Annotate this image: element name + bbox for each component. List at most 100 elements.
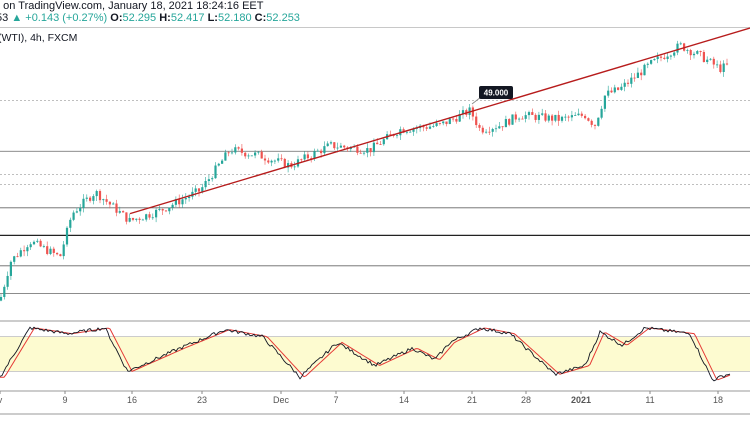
candle (719, 60, 722, 74)
candle (676, 40, 679, 56)
candle (386, 131, 389, 140)
candle (145, 213, 148, 222)
candle (445, 121, 448, 127)
candle (339, 142, 342, 148)
candle (395, 133, 399, 139)
candle (211, 176, 214, 182)
candle (574, 112, 577, 116)
candle (607, 85, 610, 98)
candle (323, 141, 326, 156)
low-label: L: (207, 12, 218, 24)
x-tick-label: 28 (521, 395, 531, 405)
candle (547, 113, 550, 123)
candle (584, 114, 587, 120)
candle (191, 187, 194, 200)
candle (115, 199, 118, 217)
candle (92, 194, 95, 205)
candle (296, 155, 300, 168)
candle (46, 241, 49, 256)
candle (16, 252, 19, 258)
candle (534, 113, 537, 123)
candle (326, 141, 329, 147)
candle (405, 131, 408, 135)
candle (234, 144, 237, 155)
stoch-band (0, 336, 750, 372)
candle (69, 217, 72, 233)
candle (630, 73, 633, 88)
candle (488, 126, 491, 135)
candle (3, 284, 6, 300)
high-label: H: (159, 12, 171, 24)
candle (227, 151, 230, 157)
x-tick-label: 9 (62, 395, 67, 405)
candle (273, 159, 276, 165)
x-tick-label: Dec (273, 395, 290, 405)
candle (29, 242, 32, 250)
x-tick-label: 21 (467, 395, 477, 405)
last-price-fragment: 53 (0, 12, 9, 24)
candle (118, 206, 121, 214)
candle (102, 198, 105, 206)
trendline[interactable] (129, 27, 750, 215)
candle (138, 217, 141, 224)
x-tick-label: 11 (645, 395, 654, 405)
candle (263, 154, 267, 165)
stoch-k-line (0, 326, 731, 382)
candle (491, 127, 494, 137)
header-divider (0, 27, 750, 28)
candle (481, 125, 484, 135)
candle (656, 52, 659, 64)
candle (79, 204, 82, 216)
candle (435, 119, 438, 127)
candle (336, 142, 339, 153)
candle (461, 106, 465, 119)
time-axis[interactable]: v 9 16 23 Dec 7 14 21 28 2021 11 18 (0, 391, 723, 405)
candle (9, 260, 12, 280)
candle (207, 174, 210, 185)
candle (260, 149, 263, 159)
candle (702, 49, 705, 63)
candle (13, 255, 16, 265)
candle (610, 87, 613, 94)
candle (122, 210, 125, 213)
candle (570, 110, 573, 122)
ohlc-legend: 53 ▲ +0.143 (+0.27%) O:52.295 H:52.417 L… (0, 12, 300, 24)
candle (164, 210, 168, 213)
open-label: O: (110, 12, 123, 24)
candle (518, 117, 521, 122)
candle (277, 153, 280, 163)
candle (224, 149, 227, 161)
annotation-label: 49.000 (484, 89, 509, 98)
candle (366, 143, 369, 158)
candle (409, 130, 412, 133)
x-tick-label: 7 (333, 395, 338, 405)
candle (178, 194, 181, 208)
candle (597, 117, 600, 127)
candle (52, 246, 55, 257)
candle (613, 84, 616, 94)
candle (419, 124, 422, 132)
candle (303, 151, 306, 162)
candle (26, 244, 29, 257)
candle (105, 194, 108, 205)
candle (722, 60, 725, 77)
candle (155, 208, 158, 223)
close-value: 52.253 (266, 12, 300, 24)
candle (267, 157, 270, 164)
candle (551, 113, 554, 126)
candle (36, 238, 39, 243)
candle (669, 54, 672, 60)
candle (174, 196, 177, 207)
candle (650, 59, 653, 65)
x-tick-label: 16 (127, 395, 137, 405)
candle (593, 124, 597, 130)
x-tick-label: 14 (399, 395, 409, 405)
candle (590, 119, 593, 128)
candle (306, 151, 309, 162)
candle (712, 56, 715, 69)
candle (108, 201, 111, 209)
candle (692, 51, 696, 59)
candle (636, 67, 639, 79)
open-value: 52.295 (122, 12, 157, 24)
